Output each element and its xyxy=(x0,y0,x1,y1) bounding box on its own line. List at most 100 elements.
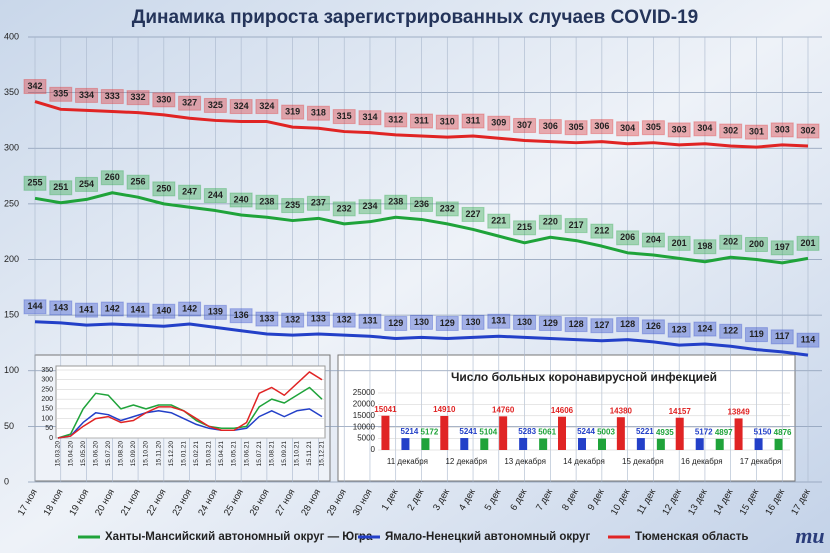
value-label-box xyxy=(126,90,150,106)
value-label: 244 xyxy=(208,190,223,200)
value-label-box xyxy=(255,194,279,210)
y-tick-label: 200 xyxy=(4,254,19,264)
bar xyxy=(715,438,724,450)
value-label: 309 xyxy=(491,118,506,128)
value-label-box xyxy=(152,303,176,319)
value-label-box xyxy=(281,312,305,328)
bar xyxy=(421,438,430,450)
value-label: 304 xyxy=(620,123,635,133)
value-label-box xyxy=(23,79,47,95)
bar xyxy=(734,418,743,450)
value-label-box xyxy=(203,97,227,113)
value-label-box xyxy=(100,301,124,317)
y-tick-label: 350 xyxy=(4,87,19,97)
inset-panel xyxy=(337,354,796,482)
value-label-box xyxy=(23,299,47,315)
value-label: 332 xyxy=(131,92,146,102)
value-label: 5283 xyxy=(518,427,536,436)
bar xyxy=(616,417,625,450)
value-label: 128 xyxy=(620,319,635,329)
value-label: 314 xyxy=(362,112,377,122)
y-tick-label: 300 xyxy=(41,377,53,384)
value-label: 5150 xyxy=(754,427,772,436)
bar xyxy=(578,438,586,450)
value-label: 14380 xyxy=(610,406,633,415)
value-label-box xyxy=(306,105,330,121)
value-label: 234 xyxy=(362,201,377,211)
value-label-box xyxy=(616,230,640,246)
value-label-box xyxy=(461,206,485,222)
value-label: 14910 xyxy=(433,405,456,414)
value-label-box xyxy=(564,218,588,234)
value-label-box xyxy=(487,313,511,329)
value-label: 333 xyxy=(105,91,120,101)
x-tick-label: 15.09.20 xyxy=(130,441,137,467)
y-tick-label: 150 xyxy=(41,406,53,413)
value-label-box xyxy=(435,201,459,217)
value-label: 307 xyxy=(517,120,532,130)
value-label: 301 xyxy=(749,127,764,137)
value-label-box xyxy=(332,312,356,328)
value-label: 4897 xyxy=(715,428,733,437)
value-label: 126 xyxy=(646,321,661,331)
value-label: 236 xyxy=(414,199,429,209)
value-label: 130 xyxy=(517,317,532,327)
x-tick-label: 15.05.20 xyxy=(80,441,87,467)
value-label: 330 xyxy=(156,94,171,104)
value-label: 215 xyxy=(517,222,532,232)
value-label: 5244 xyxy=(577,427,595,436)
value-label: 144 xyxy=(27,301,42,311)
value-label: 302 xyxy=(800,125,815,135)
value-label: 5172 xyxy=(421,427,439,436)
value-label-box xyxy=(203,304,227,320)
value-label: 200 xyxy=(749,239,764,249)
x-tick-label: 15.03.21 xyxy=(206,441,213,467)
value-label: 227 xyxy=(466,209,481,219)
value-label: 5172 xyxy=(695,427,713,436)
value-label: 254 xyxy=(79,179,94,189)
inset-title: Число больных коронавирусной инфекцией xyxy=(451,370,717,384)
value-label: 324 xyxy=(234,101,249,111)
bar xyxy=(636,438,645,450)
value-label-box xyxy=(770,240,794,256)
value-label-box xyxy=(487,115,511,131)
x-tick-label: 15.08.20 xyxy=(118,441,125,467)
value-label: 305 xyxy=(646,122,661,132)
value-label-box xyxy=(538,315,562,331)
legend-label: Ханты-Мансийский автономный округ — Югра xyxy=(105,531,373,543)
value-label: 206 xyxy=(620,232,635,242)
bar xyxy=(598,438,606,450)
value-label: 198 xyxy=(697,241,712,251)
value-label-box xyxy=(513,220,537,236)
value-label: 5003 xyxy=(597,428,615,437)
value-label-box xyxy=(719,234,743,250)
value-label: 5214 xyxy=(401,427,419,436)
value-label: 251 xyxy=(53,182,68,192)
value-label-box xyxy=(384,315,408,331)
value-label-box xyxy=(126,174,150,190)
value-label: 315 xyxy=(337,111,352,121)
bar xyxy=(440,416,449,450)
value-label: 255 xyxy=(27,178,42,188)
x-tick-label: 15.11.20 xyxy=(155,441,162,466)
value-label: 117 xyxy=(775,331,790,341)
y-tick-label: 350 xyxy=(41,367,53,374)
logo: mu xyxy=(795,523,824,548)
series-line xyxy=(57,371,323,439)
x-tick-label: 15.07.21 xyxy=(256,441,263,467)
x-tick-label: 13 декабря xyxy=(504,457,546,466)
y-tick-label: 15000 xyxy=(353,411,376,420)
value-label: 232 xyxy=(337,203,352,213)
value-label-box xyxy=(203,188,227,204)
series-line xyxy=(34,191,809,265)
series-line xyxy=(57,386,323,439)
value-label-box xyxy=(487,213,511,229)
value-label: 143 xyxy=(53,302,68,312)
value-label-box xyxy=(667,322,691,338)
value-label-box xyxy=(306,311,330,327)
value-label-box xyxy=(358,199,382,215)
value-label-box xyxy=(75,176,99,192)
value-label: 335 xyxy=(53,89,68,99)
x-tick-label: 15.04.20 xyxy=(67,441,74,467)
value-label-box xyxy=(384,112,408,128)
